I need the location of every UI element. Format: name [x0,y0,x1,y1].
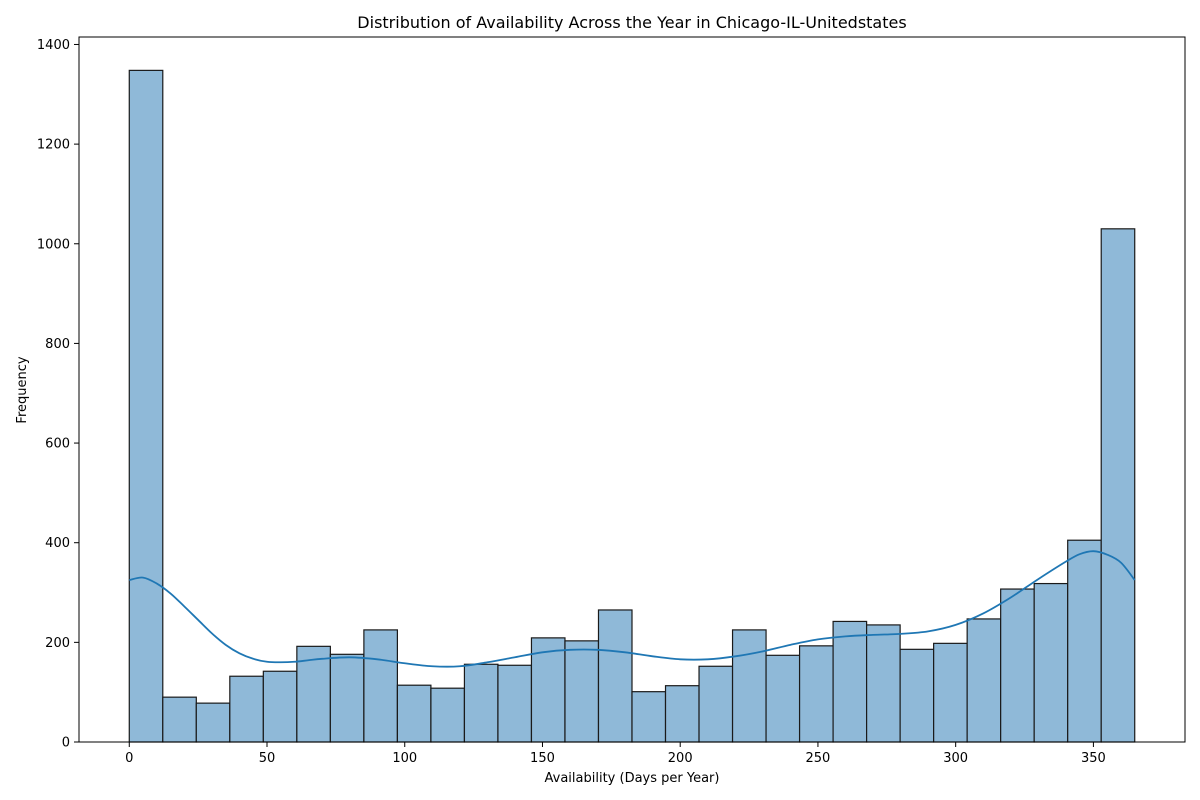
histogram-bar [564,640,600,743]
plot-frame [78,36,1186,743]
histogram-bar [866,624,901,743]
histogram-bar [162,696,197,743]
y-tick-label: 0 [62,736,70,751]
histogram-bar [798,645,834,743]
kde-curve [129,550,1136,668]
histogram-bar [698,665,734,743]
x-tick-label: 0 [125,751,133,766]
y-axis-label: Frequency [15,356,30,423]
axes-layer: 0 50 100 150 200 250 300 350 0 200 400 600 800 1000 12… [37,36,1186,766]
histogram-bar [296,645,331,743]
histogram-bar [363,629,398,743]
histogram-bar [899,648,935,743]
histogram-bar [832,620,868,743]
histogram-bar [1000,588,1035,743]
histogram-bar [262,670,298,743]
y-tick-label: 400 [45,536,70,551]
x-tick-label: 100 [392,751,417,766]
y-tick-label: 1400 [37,38,70,53]
histogram-bar [463,663,499,743]
x-tick-label: 200 [668,751,693,766]
y-tick-label: 1200 [37,138,70,153]
histogram-bar [229,675,264,743]
histogram-bar [664,685,700,743]
histogram-bar [430,687,466,743]
x-axis-label: Availability (Days per Year) [545,771,720,786]
x-tick-label: 50 [259,751,276,766]
histogram-bar [195,702,231,743]
x-tick-label: 150 [530,751,555,766]
histogram-bar [128,69,164,743]
histogram-bar [933,642,968,743]
histogram-bar [396,684,432,743]
histogram-bar [497,664,533,743]
x-tick-label: 250 [806,751,831,766]
y-tick-label: 200 [45,636,70,651]
histogram-bar [329,653,365,743]
histogram-bar [731,629,767,743]
histogram-bar [631,691,667,743]
histogram-bar [1067,539,1102,743]
histogram-bar [530,637,566,743]
y-tick-label: 600 [45,437,70,452]
y-tick-label: 800 [45,337,70,352]
histogram-bar [966,618,1002,743]
chart-title: Distribution of Availability Across the … [357,13,906,32]
x-tick-label: 350 [1081,751,1106,766]
bars-layer [128,69,1136,743]
histogram-bar [765,654,801,743]
histogram-bar [1100,228,1136,743]
histogram-bar [1033,582,1069,743]
x-tick-label: 300 [943,751,968,766]
histogram-bar [597,609,633,743]
y-tick-label: 1000 [37,237,70,252]
